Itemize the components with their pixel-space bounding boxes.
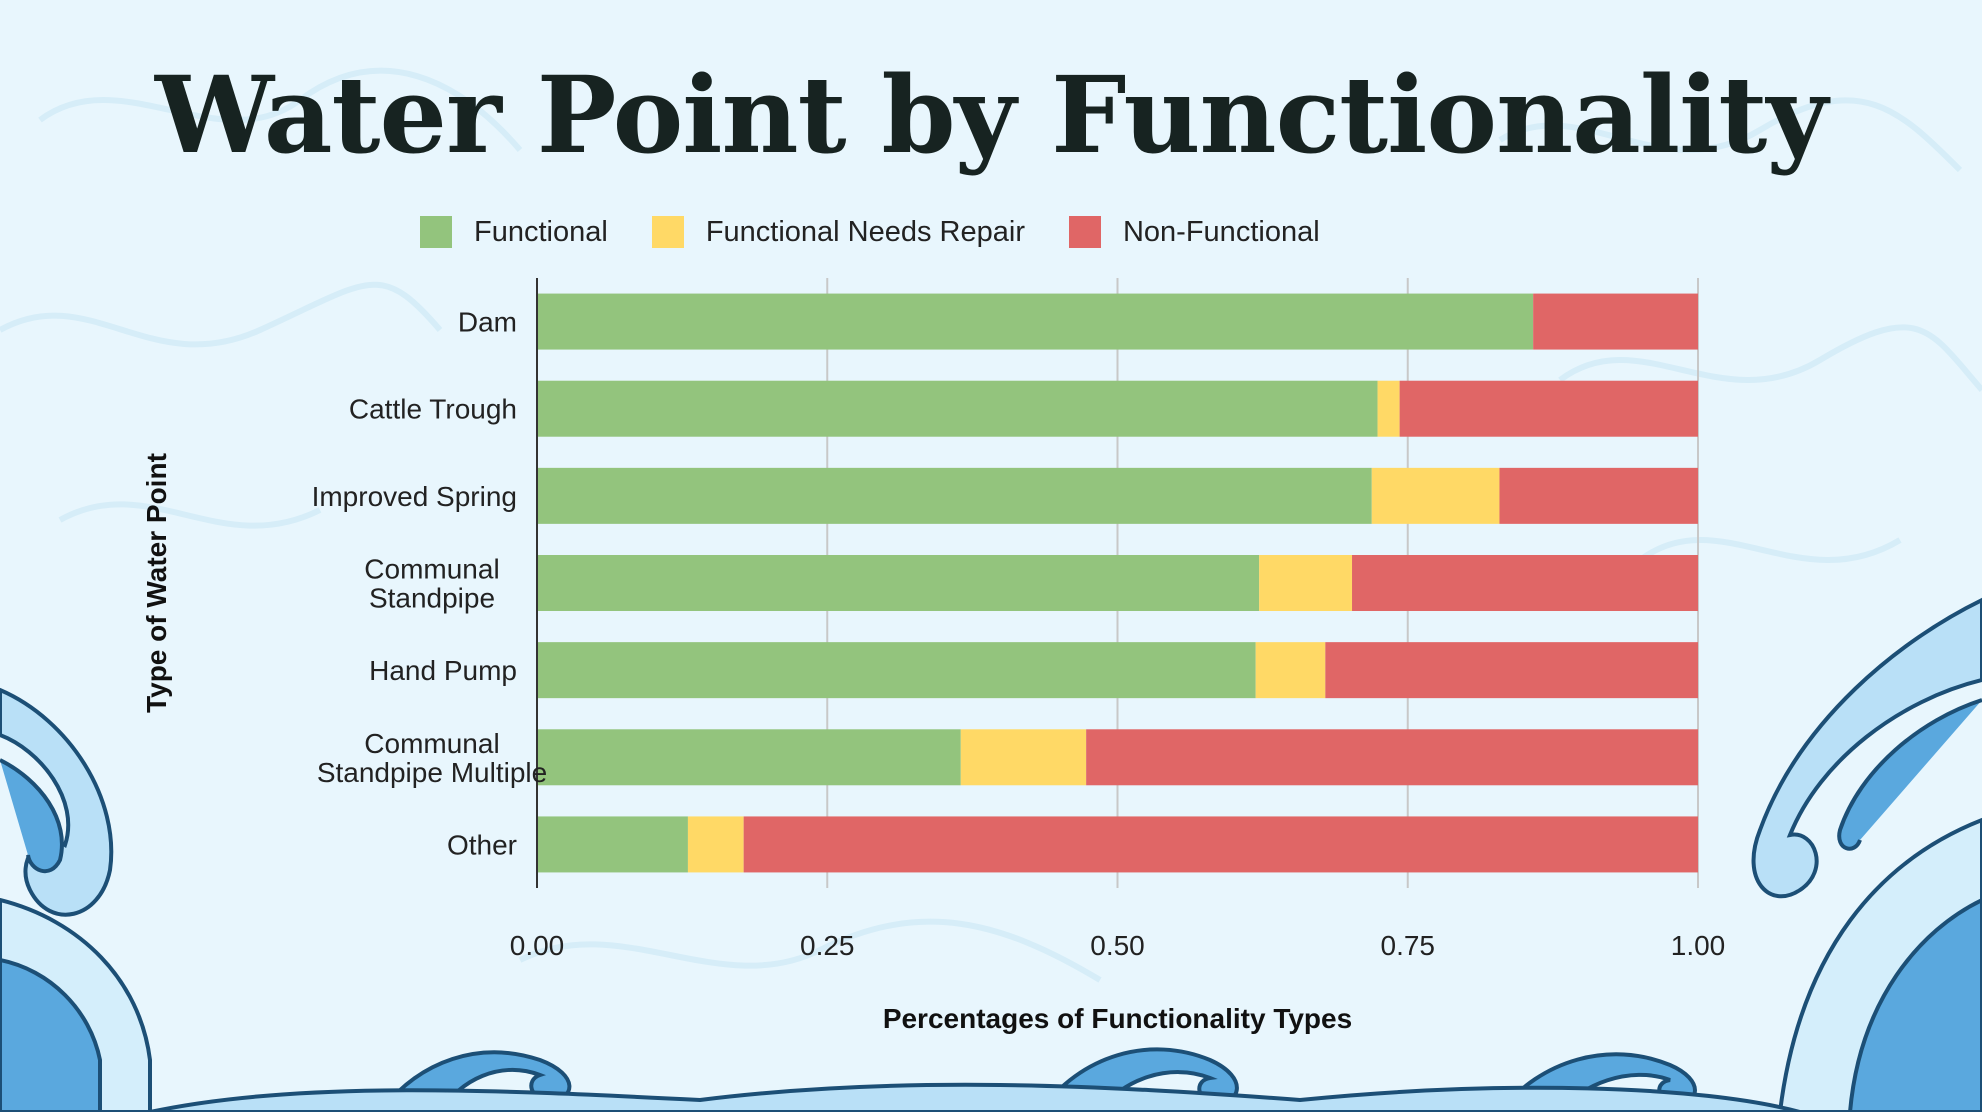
x-tick-label: 0.25 <box>800 930 855 961</box>
legend-item-needs-repair: Functional Needs Repair <box>651 215 1025 249</box>
x-tick-label: 0.00 <box>510 930 565 961</box>
y-axis-title: Type of Water Point <box>141 453 172 713</box>
legend-swatch-non-functional <box>1068 216 1101 248</box>
bar-segment-needs-repair <box>1371 467 1500 524</box>
bar-segment-needs-repair <box>687 816 744 873</box>
y-tick-label: Improved Spring <box>312 481 517 512</box>
wave-left <box>0 687 152 1112</box>
y-tick-labels: Dam Cattle Trough Improved Spring Communal S… <box>312 307 548 861</box>
x-tick-label: 0.50 <box>1090 930 1145 961</box>
legend-label-needs-repair: Functional Needs Repair <box>705 215 1025 248</box>
y-tick-label: Dam <box>458 307 517 338</box>
legend-item-non-functional: Non-Functional <box>1068 215 1320 249</box>
x-tick-label: 1.00 <box>1671 930 1726 961</box>
bar-segment-non-functional <box>1086 729 1698 786</box>
bar-segment-functional <box>537 729 961 786</box>
bar-segment-needs-repair <box>960 729 1087 786</box>
chart-legend: Functional Functional Needs Repair Non-F… <box>420 212 1364 252</box>
wave-bottom <box>149 1047 1801 1112</box>
legend-label-functional: Functional <box>474 215 608 248</box>
y-tick-label: Communal Standpipe Multiple <box>317 728 547 788</box>
y-tick-label: Other <box>447 829 517 860</box>
bar-segment-non-functional <box>1352 555 1698 611</box>
bars <box>537 293 1698 873</box>
bar-segment-needs-repair <box>1259 555 1353 611</box>
x-tick-labels: 0.00 0.25 0.50 0.75 1.00 <box>510 930 1726 961</box>
bar-segment-functional <box>537 642 1256 699</box>
wave-right <box>1751 597 1982 1112</box>
x-axis-title: Percentages of Functionality Types <box>883 1003 1352 1034</box>
bar-segment-non-functional <box>743 816 1698 873</box>
water-ripple-pattern <box>0 67 1982 983</box>
bar-segment-functional <box>537 816 688 873</box>
bar-segment-needs-repair <box>1255 642 1326 699</box>
bar-segment-needs-repair <box>1377 380 1400 437</box>
bar-segment-non-functional <box>1533 293 1698 350</box>
bar-segment-non-functional <box>1499 467 1698 524</box>
x-tick-label: 0.75 <box>1381 930 1436 961</box>
page-title: Water Point by Functionality <box>155 52 1828 177</box>
legend-item-functional: Functional <box>420 216 608 249</box>
bar-segment-functional <box>537 380 1378 437</box>
y-tick-label: Hand Pump <box>369 655 517 686</box>
bar-segment-functional <box>537 293 1534 350</box>
bar-segment-non-functional <box>1325 642 1698 699</box>
bar-segment-functional <box>537 555 1260 611</box>
y-tick-label: Cattle Trough <box>349 394 517 425</box>
bar-segment-non-functional <box>1399 380 1698 437</box>
legend-swatch-needs-repair <box>651 216 684 248</box>
legend-label-non-functional: Non-Functional <box>1122 215 1320 248</box>
y-tick-label: Communal Standpipe <box>364 554 499 614</box>
bar-segment-functional <box>537 467 1372 524</box>
legend-swatch-functional <box>420 216 452 248</box>
